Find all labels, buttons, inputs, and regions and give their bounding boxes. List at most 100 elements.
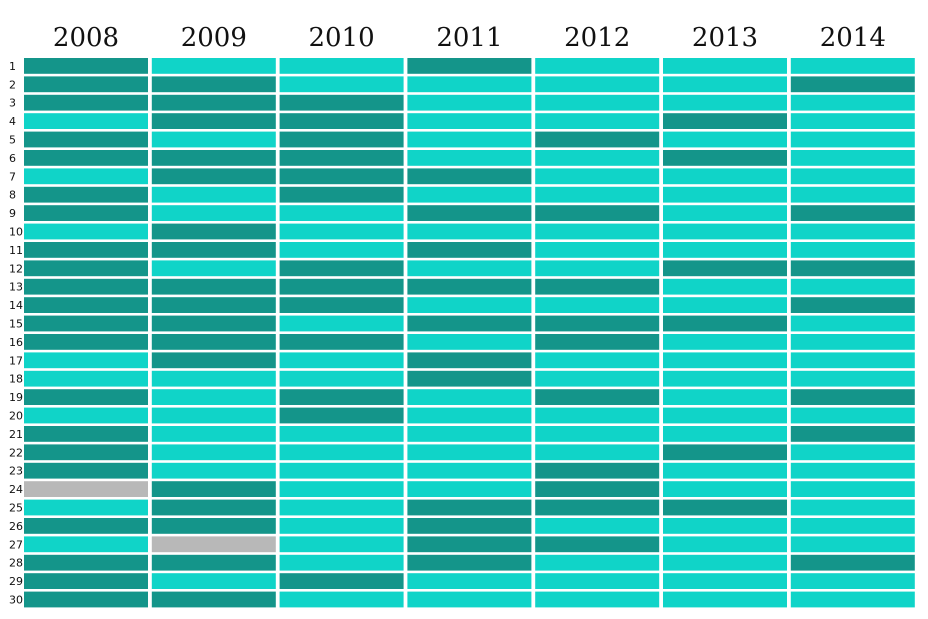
cell-2008-11 — [24, 242, 148, 258]
cell-2014-26 — [790, 518, 915, 534]
cell-2011-28 — [407, 554, 532, 571]
cell-2012-8 — [535, 186, 660, 203]
cell-2011-2 — [407, 76, 532, 93]
cell-2012-5 — [535, 131, 660, 148]
row-label-29: 29 — [9, 575, 23, 588]
row-label-12: 12 — [9, 262, 23, 275]
cell-2010-18 — [279, 370, 404, 387]
cell-2010-20 — [279, 407, 404, 424]
cell-2012-20 — [535, 407, 660, 424]
cell-2014-8 — [790, 186, 915, 203]
row-label-3: 3 — [9, 97, 16, 110]
cell-2008-17 — [24, 352, 148, 369]
cell-2014-17 — [790, 352, 915, 369]
cell-2010-30 — [279, 591, 404, 608]
cell-2010-24 — [279, 481, 404, 497]
cell-2011-25 — [407, 499, 532, 516]
row-label-15: 15 — [9, 318, 23, 331]
cell-2014-14 — [790, 297, 915, 313]
cell-2009-3 — [151, 94, 276, 111]
cell-2011-10 — [407, 223, 532, 240]
cell-2012-23 — [535, 462, 660, 479]
cell-2012-7 — [535, 168, 660, 185]
cell-2008-24 — [24, 481, 148, 497]
cell-2014-16 — [790, 334, 915, 350]
cell-2008-28 — [24, 554, 148, 571]
cell-2009-8 — [151, 186, 276, 203]
cell-2014-2 — [790, 76, 915, 93]
cell-2008-27 — [24, 536, 148, 553]
cell-2009-10 — [151, 223, 276, 240]
cell-2011-26 — [407, 518, 532, 534]
cell-2011-8 — [407, 186, 532, 203]
cell-2011-17 — [407, 352, 532, 369]
row-label-6: 6 — [9, 152, 16, 165]
cell-2009-16 — [151, 334, 276, 350]
cell-2008-3 — [24, 94, 148, 111]
cell-2014-3 — [790, 94, 915, 111]
row-label-16: 16 — [9, 336, 23, 349]
cell-2011-24 — [407, 481, 532, 497]
cell-2012-22 — [535, 444, 660, 461]
cell-2009-5 — [151, 131, 276, 148]
cell-2009-26 — [151, 518, 276, 534]
cell-2012-13 — [535, 278, 660, 295]
cell-2013-14 — [663, 297, 787, 313]
cell-2008-26 — [24, 518, 148, 534]
cell-2009-1 — [151, 58, 276, 74]
cell-2012-24 — [535, 481, 660, 497]
cell-2013-28 — [663, 554, 787, 571]
cell-2014-9 — [790, 205, 915, 221]
row-label-26: 26 — [9, 520, 23, 533]
cell-2011-3 — [407, 94, 532, 111]
cell-2008-7 — [24, 168, 148, 185]
cell-2013-8 — [663, 186, 787, 203]
cell-2013-21 — [663, 426, 787, 442]
cell-2008-18 — [24, 370, 148, 387]
cell-2012-25 — [535, 499, 660, 516]
cell-2014-11 — [790, 242, 915, 258]
cell-2010-11 — [279, 242, 404, 258]
cell-2009-23 — [151, 462, 276, 479]
cell-2009-14 — [151, 297, 276, 313]
cell-2010-2 — [279, 76, 404, 93]
cell-2013-18 — [663, 370, 787, 387]
cell-2010-29 — [279, 573, 404, 589]
cell-2011-19 — [407, 389, 532, 405]
cell-2009-19 — [151, 389, 276, 405]
cell-2010-15 — [279, 315, 404, 332]
cell-2013-6 — [663, 150, 787, 166]
cell-2012-12 — [535, 260, 660, 277]
cell-2014-4 — [790, 113, 915, 129]
row-label-17: 17 — [9, 354, 23, 367]
cell-2008-1 — [24, 58, 148, 74]
row-label-8: 8 — [9, 189, 16, 202]
cell-2013-25 — [663, 499, 787, 516]
cell-2013-11 — [663, 242, 787, 258]
cell-2008-9 — [24, 205, 148, 221]
column-label-2011: 2011 — [436, 23, 502, 53]
cell-2010-28 — [279, 554, 404, 571]
cell-2010-1 — [279, 58, 404, 74]
cell-2008-2 — [24, 76, 148, 93]
row-label-13: 13 — [9, 281, 23, 294]
cell-2014-19 — [790, 389, 915, 405]
cell-2008-8 — [24, 186, 148, 203]
cell-2014-1 — [790, 58, 915, 74]
cell-2013-12 — [663, 260, 787, 277]
cell-2008-20 — [24, 407, 148, 424]
cell-2014-29 — [790, 573, 915, 589]
cell-2010-25 — [279, 499, 404, 516]
cell-2014-25 — [790, 499, 915, 516]
cell-2011-18 — [407, 370, 532, 387]
row-label-30: 30 — [9, 594, 23, 607]
cell-2011-6 — [407, 150, 532, 166]
cell-2012-4 — [535, 113, 660, 129]
cell-2013-17 — [663, 352, 787, 369]
cell-2011-7 — [407, 168, 532, 185]
cell-2012-9 — [535, 205, 660, 221]
cell-2010-6 — [279, 150, 404, 166]
cell-2012-17 — [535, 352, 660, 369]
cell-2010-27 — [279, 536, 404, 553]
